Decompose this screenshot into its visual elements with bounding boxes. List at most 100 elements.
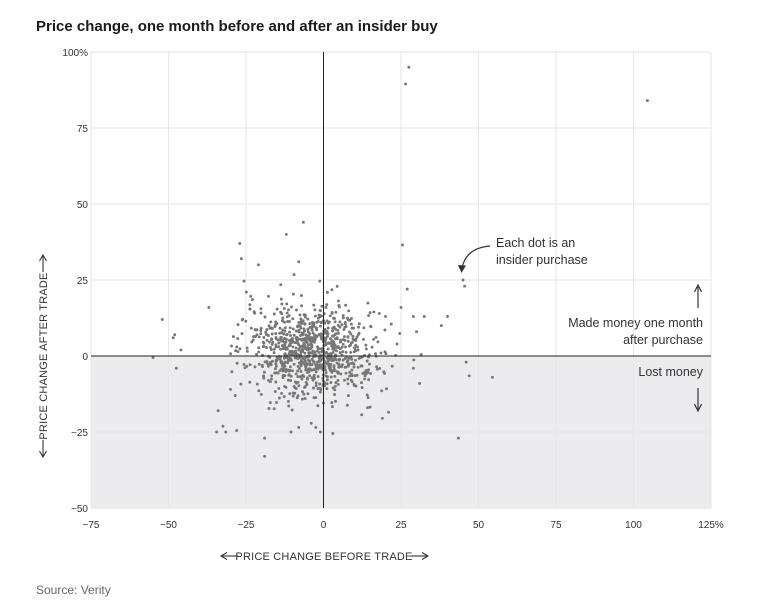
data-point <box>299 317 303 321</box>
data-point <box>318 390 322 394</box>
data-point <box>281 376 285 380</box>
data-point <box>296 394 300 398</box>
data-point <box>285 302 289 306</box>
data-point <box>336 323 340 327</box>
data-point <box>239 382 243 386</box>
data-point <box>368 362 371 366</box>
data-point <box>249 294 253 298</box>
data-point <box>346 382 350 386</box>
data-point <box>338 357 341 361</box>
data-point <box>378 366 382 370</box>
data-point <box>256 263 260 267</box>
data-point <box>352 382 356 386</box>
data-point <box>273 325 277 329</box>
data-point <box>312 373 316 377</box>
data-point <box>288 342 292 346</box>
data-point <box>303 351 307 355</box>
data-point <box>357 322 361 326</box>
data-point <box>331 329 335 333</box>
data-point <box>336 378 340 382</box>
data-point <box>308 332 312 336</box>
data-point <box>245 346 249 350</box>
data-point <box>294 329 298 333</box>
x-axis-left-arrow-icon <box>219 552 238 560</box>
data-point <box>287 308 290 312</box>
data-point <box>280 361 283 365</box>
data-point <box>342 328 346 331</box>
data-point <box>326 321 330 325</box>
data-point <box>332 364 336 368</box>
y-tick-label: −50 <box>71 504 88 515</box>
data-point <box>287 369 291 373</box>
data-point <box>364 347 368 351</box>
data-point <box>317 355 321 359</box>
data-point <box>312 396 316 400</box>
data-point <box>171 336 175 340</box>
data-point <box>306 327 310 331</box>
data-point <box>365 359 369 363</box>
data-point <box>269 360 273 364</box>
y-tick-label: 75 <box>77 124 89 135</box>
data-point <box>310 376 314 380</box>
data-point <box>274 332 278 335</box>
data-point <box>369 372 372 375</box>
data-point <box>310 351 314 355</box>
data-point <box>351 334 355 338</box>
data-point <box>376 340 380 344</box>
data-point <box>334 358 338 362</box>
data-point <box>257 362 261 366</box>
data-point <box>306 371 309 374</box>
data-point <box>238 347 242 351</box>
data-point <box>347 309 351 313</box>
data-point <box>339 340 343 343</box>
data-point <box>257 389 261 393</box>
data-point <box>231 335 235 339</box>
data-point <box>339 372 343 376</box>
data-point <box>412 358 416 362</box>
data-point <box>279 297 283 301</box>
data-point <box>348 330 351 334</box>
data-point <box>179 348 183 352</box>
data-point <box>327 358 331 362</box>
data-point <box>349 317 353 320</box>
data-point <box>263 315 267 319</box>
data-point <box>273 367 277 371</box>
data-point <box>346 377 350 381</box>
data-point <box>340 365 344 369</box>
annotation-dot-line2: insider purchase <box>496 253 588 267</box>
data-point <box>259 392 263 396</box>
data-point <box>341 358 345 362</box>
data-point <box>259 332 263 336</box>
data-point <box>357 325 360 329</box>
data-point <box>314 370 318 374</box>
data-point <box>355 335 359 339</box>
data-point <box>229 352 233 356</box>
data-point <box>338 320 342 324</box>
data-point <box>288 320 291 323</box>
data-point <box>379 351 383 355</box>
data-point <box>259 311 263 315</box>
data-point <box>283 364 287 368</box>
data-point <box>316 346 320 350</box>
data-point <box>463 284 467 288</box>
data-point <box>278 326 282 330</box>
data-point <box>298 367 301 370</box>
data-point <box>329 381 333 384</box>
data-point <box>333 348 336 352</box>
data-point <box>337 365 341 368</box>
data-point <box>362 337 365 341</box>
data-point <box>233 394 237 397</box>
data-point <box>356 365 360 369</box>
data-point <box>287 352 291 356</box>
data-point <box>274 362 278 366</box>
data-point <box>282 332 286 336</box>
data-point <box>325 291 329 294</box>
data-point <box>404 82 408 86</box>
data-point <box>316 404 320 408</box>
data-point <box>360 381 363 385</box>
data-point <box>407 65 411 69</box>
data-point <box>306 392 310 396</box>
data-point <box>337 362 341 366</box>
data-point <box>269 320 273 324</box>
data-point <box>326 347 330 351</box>
